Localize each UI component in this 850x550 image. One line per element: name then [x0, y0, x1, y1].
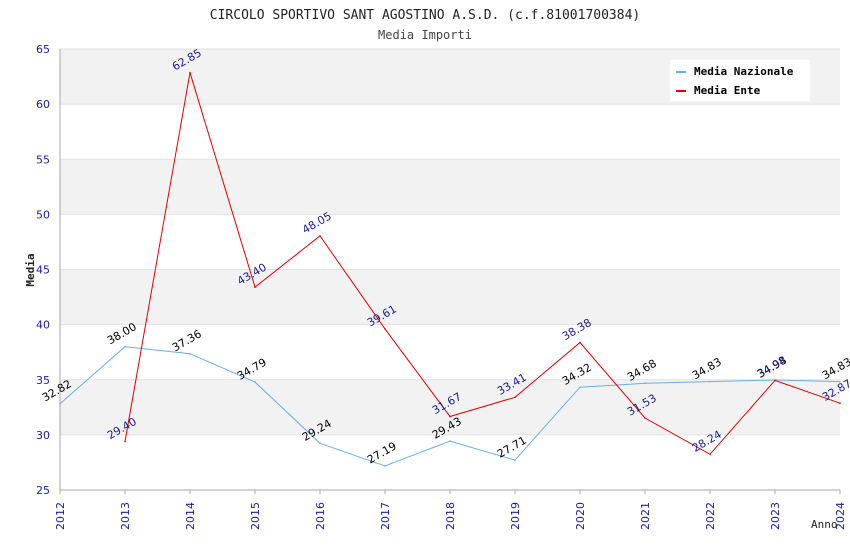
x-tick-label: 2021	[639, 502, 652, 530]
x-tick-labels: 2012 2013 2014 2015 2016 2017 2018 2019 2020 2021…	[54, 502, 847, 530]
legend-label-media-nazionale: Media Nazionale	[694, 65, 794, 78]
grid-bands	[60, 49, 840, 435]
legend: Media Nazionale Media Ente	[670, 60, 810, 101]
x-tick-label: 2015	[249, 502, 262, 530]
data-point-media-ente	[189, 71, 191, 74]
x-tick-label: 2022	[704, 502, 717, 530]
data-point-media-nazionale	[319, 442, 321, 445]
data-label-media-nazionale: 34.79	[235, 356, 269, 383]
axes	[59, 49, 840, 491]
data-point-media-nazionale	[839, 380, 841, 383]
data-label-media-nazionale: 34.83	[690, 355, 724, 382]
x-tick-label: 2023	[769, 502, 782, 530]
data-point-media-ente	[319, 235, 321, 237]
y-tick-label: 60	[36, 98, 50, 111]
data-point-media-ente	[644, 417, 646, 419]
y-tick-label: 65	[36, 43, 50, 56]
y-tick-labels: 25 30 35 40 45 50 55 60 65	[36, 43, 50, 497]
legend-label-media-ente: Media Ente	[694, 84, 761, 97]
data-point-media-nazionale	[384, 465, 386, 467]
data-point-media-ente	[384, 328, 386, 330]
y-tick-label: 25	[36, 484, 50, 497]
x-tick-label: 2019	[509, 502, 522, 530]
data-point-media-ente	[579, 341, 581, 344]
x-tick-label: 2014	[184, 502, 197, 530]
chart-title: CIRCOLO SPORTIVO SANT AGOSTINO A.S.D. (c…	[210, 8, 640, 23]
data-label-media-nazionale: 27.71	[495, 434, 529, 461]
x-tick-label: 2016	[314, 502, 327, 530]
y-tick-label: 45	[36, 264, 50, 277]
legend-box	[670, 60, 810, 101]
y-tick-label: 30	[36, 429, 50, 442]
x-tick-label: 2017	[379, 502, 392, 530]
data-point-media-nazionale	[254, 381, 256, 383]
grid-band	[60, 159, 840, 215]
data-point-media-ente	[774, 379, 776, 382]
data-point-media-nazionale	[514, 459, 516, 461]
data-label-media-ente: 34.94	[755, 354, 789, 381]
x-tick-label: 2013	[119, 502, 132, 530]
x-tick-label: 2020	[574, 502, 587, 530]
x-tick-label: 2024	[834, 502, 847, 530]
grid-lines	[59, 48, 841, 494]
data-point-media-nazionale	[449, 440, 451, 442]
data-point-media-nazionale	[189, 352, 191, 355]
series-line-media-ente	[124, 72, 841, 455]
grid-band	[60, 269, 840, 325]
data-point-media-nazionale	[644, 382, 646, 385]
data-point-media-ente	[709, 453, 711, 456]
data-point-media-ente	[254, 286, 256, 288]
series-lines	[59, 71, 841, 467]
data-point-media-nazionale	[124, 345, 126, 348]
y-axis-label: Media	[24, 253, 37, 286]
data-point-media-ente	[839, 402, 841, 405]
y-tick-label: 35	[36, 374, 50, 387]
data-point-media-ente	[124, 440, 126, 443]
data-label-media-nazionale: 37.36	[170, 327, 204, 354]
x-tick-label: 2012	[54, 502, 67, 530]
data-point-media-ente	[514, 396, 516, 399]
x-tick-label: 2018	[444, 502, 457, 530]
data-point-media-ente	[449, 415, 451, 418]
data-point-media-nazionale	[59, 402, 61, 405]
data-point-media-nazionale	[579, 386, 581, 389]
y-tick-label: 55	[36, 153, 50, 166]
y-tick-label: 50	[36, 208, 50, 221]
chart-subtitle: Media Importi	[378, 28, 472, 42]
x-axis-label: Anno	[811, 518, 838, 531]
grid-band	[60, 379, 840, 435]
data-point-media-nazionale	[709, 380, 711, 383]
y-tick-label: 40	[36, 319, 50, 332]
